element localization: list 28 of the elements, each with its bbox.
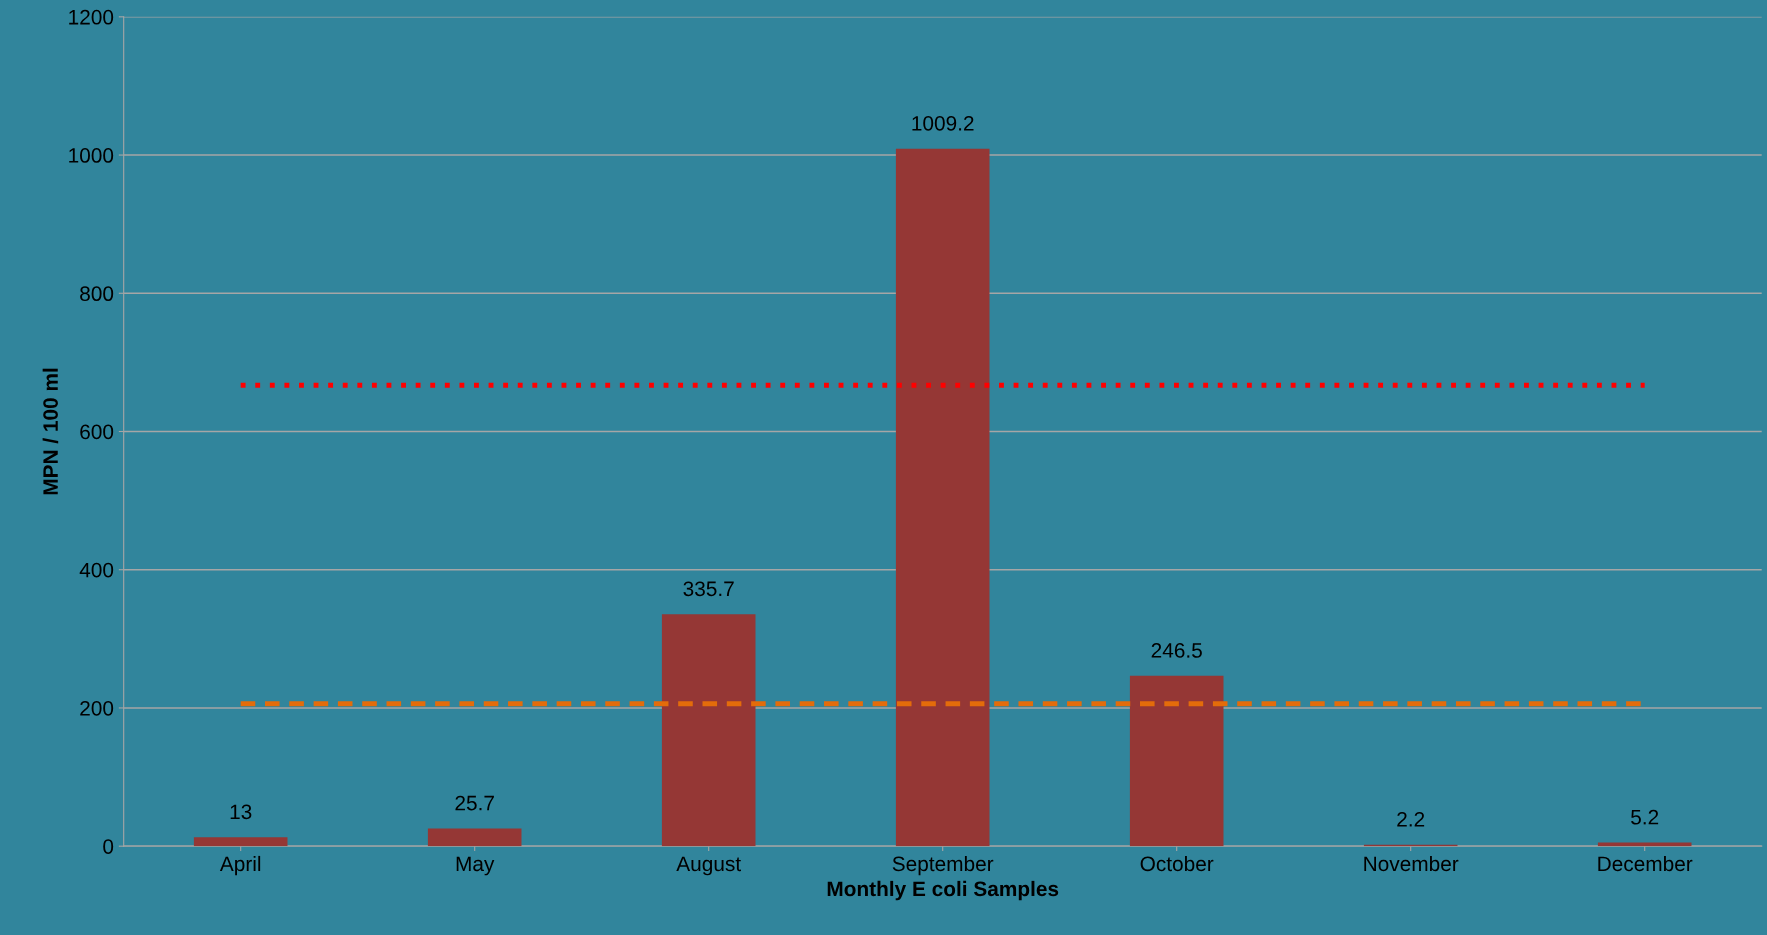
data-label: 5.2 bbox=[1631, 809, 1659, 825]
x-tick-label: April bbox=[219, 855, 261, 876]
data-label: 246.5 bbox=[1151, 643, 1202, 658]
y-tick-label: 1000 bbox=[69, 148, 114, 163]
y-tick-label: 200 bbox=[80, 700, 114, 716]
x-tick-label: August bbox=[676, 856, 741, 876]
bar bbox=[1129, 675, 1224, 847]
x-tick-label: October bbox=[1140, 855, 1214, 872]
y-tick-label: 0 bbox=[103, 839, 114, 854]
bar bbox=[427, 828, 522, 847]
bar bbox=[193, 837, 288, 847]
y-tick-label: 1200 bbox=[69, 9, 114, 25]
data-label: 335.7 bbox=[683, 581, 734, 597]
x-tick-label: September bbox=[892, 855, 994, 876]
data-label: 13 bbox=[230, 804, 252, 820]
y-tick-label: 600 bbox=[80, 424, 114, 440]
data-label: 1009.2 bbox=[912, 115, 974, 131]
x-tick-label: May bbox=[456, 856, 495, 876]
x-tick-label: December bbox=[1598, 855, 1693, 872]
data-label: 25.7 bbox=[455, 795, 494, 811]
y-tick-label: 800 bbox=[80, 286, 114, 302]
bar bbox=[661, 614, 756, 847]
y-tick-label: 400 bbox=[79, 562, 114, 578]
data-label: 2.2 bbox=[1397, 811, 1425, 827]
y-axis-title: MPN / 100 ml bbox=[42, 368, 59, 495]
x-axis-title: Monthly E coli Samples bbox=[827, 880, 1059, 901]
bar bbox=[895, 148, 990, 847]
x-tick-label: November bbox=[1364, 855, 1459, 872]
